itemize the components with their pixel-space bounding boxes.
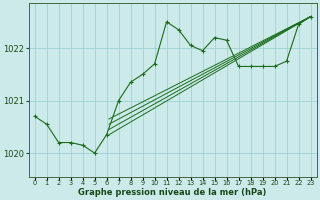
X-axis label: Graphe pression niveau de la mer (hPa): Graphe pression niveau de la mer (hPa) xyxy=(78,188,267,197)
